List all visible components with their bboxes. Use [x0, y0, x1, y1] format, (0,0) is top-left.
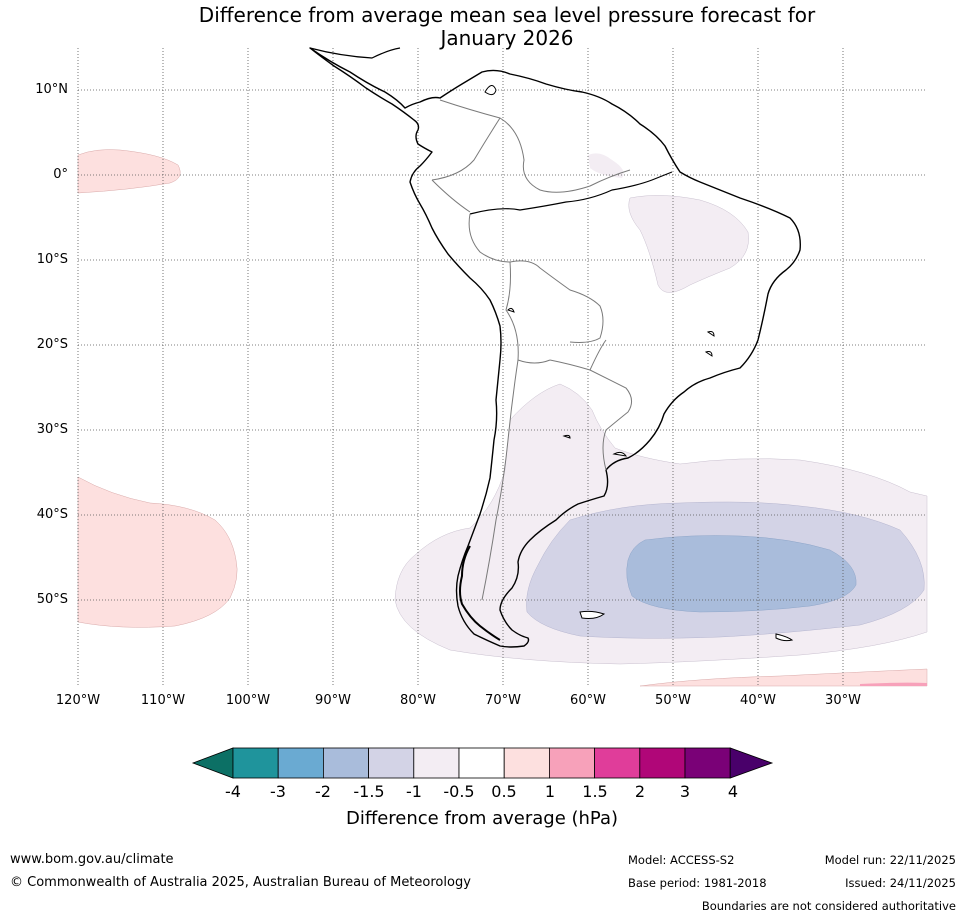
colorbar-tick: -4 — [225, 782, 241, 801]
colorbar-segment-1 — [232, 747, 279, 779]
colorbar-segment-2 — [277, 747, 324, 779]
colorbar-tick: 2 — [634, 782, 646, 801]
colorbar-tick: 1.5 — [582, 782, 608, 801]
country-borders — [431, 99, 632, 601]
colorbar-segment-4 — [368, 747, 415, 779]
colorbar-tick: -1 — [406, 782, 422, 801]
anomaly-region-equatorial-pacific — [77, 149, 181, 194]
lon-label-60w: 60°W — [570, 693, 606, 708]
colorbar-tick: -2 — [315, 782, 331, 801]
anomaly-region-south-atlantic-core — [860, 682, 927, 686]
colorbar-tick: 4 — [727, 782, 739, 801]
lon-label-50w: 50°W — [655, 693, 691, 708]
title-line-2: January 2026 — [440, 26, 574, 50]
colorbar-arrow-low — [191, 747, 234, 779]
colorbar-tick: 1 — [544, 782, 556, 801]
chart-title: Difference from average mean sea level p… — [78, 4, 936, 50]
chilean-fjords — [459, 545, 501, 641]
anomaly-region-far-south-atlantic — [639, 668, 928, 687]
footer-issued: Issued: 24/11/2025 — [845, 876, 956, 890]
islands-and-lakes — [484, 85, 794, 642]
lon-label-80w: 80°W — [400, 693, 436, 708]
lon-label-110w: 110°W — [140, 693, 186, 708]
footer-disclaimer: Boundaries are not considered authoritat… — [701, 899, 956, 913]
lon-label-120w: 120°W — [55, 693, 101, 708]
colorbar-tick: 3 — [679, 782, 691, 801]
pressure-anomaly-map — [77, 47, 928, 687]
anomaly-region-south-atlantic-inner — [626, 535, 857, 613]
title-line-1: Difference from average mean sea level p… — [198, 3, 816, 27]
colorbar-segment-9 — [594, 747, 641, 779]
lon-label-40w: 40°W — [740, 693, 776, 708]
lon-label-90w: 90°W — [315, 693, 351, 708]
colorbar-segment-5 — [413, 747, 460, 779]
colorbar-tick: 0.5 — [491, 782, 517, 801]
lat-label-10s: 10°S — [36, 252, 68, 267]
colorbar-arrow-high — [729, 747, 774, 779]
footer-url: www.bom.gov.au/climate — [10, 852, 174, 867]
graticule — [77, 48, 927, 686]
south-america-coastline — [309, 47, 801, 648]
colorbar-segment-11 — [684, 747, 731, 779]
footer-base-period: Base period: 1981-2018 — [628, 876, 767, 890]
colorbar-segment-8 — [548, 747, 595, 779]
colorbar — [191, 747, 774, 779]
colorbar-label: Difference from average (hPa) — [345, 808, 619, 829]
lat-label-30s: 30°S — [36, 422, 68, 437]
colorbar-tick: -1.5 — [353, 782, 385, 801]
lon-label-100w: 100°W — [225, 693, 271, 708]
lon-label-70w: 70°W — [485, 693, 521, 708]
anomaly-region-amazon-small — [588, 153, 624, 178]
footer-copyright: © Commonwealth of Australia 2025, Austra… — [10, 875, 471, 890]
colorbar-segment-10 — [639, 747, 686, 779]
colorbar-segment-6 — [458, 747, 505, 779]
colorbar-tick: -3 — [270, 782, 286, 801]
lat-label-40s: 40°S — [36, 507, 68, 522]
central-america — [309, 47, 401, 59]
colorbar-segment-7 — [503, 747, 550, 779]
lat-label-50s: 50°S — [36, 592, 68, 607]
lat-label-10n: 10°N — [35, 82, 68, 97]
lat-label-20s: 20°S — [36, 337, 68, 352]
lon-label-30w: 30°W — [825, 693, 861, 708]
amazon-river — [469, 171, 673, 215]
colorbar-tick: -0.5 — [443, 782, 475, 801]
anomaly-region-southeast-pacific — [77, 476, 238, 628]
footer-model: Model: ACCESS-S2 — [628, 853, 735, 867]
colorbar-segment-3 — [322, 747, 369, 779]
anomaly-region-northeast-brazil — [628, 195, 749, 293]
footer-model-run: Model run: 22/11/2025 — [824, 853, 956, 867]
lat-label-0: 0° — [53, 167, 68, 182]
